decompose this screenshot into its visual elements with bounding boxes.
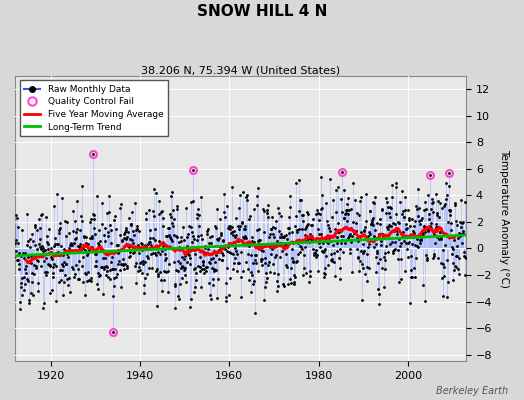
Title: 38.206 N, 75.394 W (United States): 38.206 N, 75.394 W (United States) bbox=[141, 65, 340, 75]
Text: Berkeley Earth: Berkeley Earth bbox=[436, 386, 508, 396]
Text: SNOW HILL 4 N: SNOW HILL 4 N bbox=[197, 4, 327, 19]
Legend: Raw Monthly Data, Quality Control Fail, Five Year Moving Average, Long-Term Tren: Raw Monthly Data, Quality Control Fail, … bbox=[19, 80, 168, 136]
Y-axis label: Temperature Anomaly (°C): Temperature Anomaly (°C) bbox=[499, 149, 509, 288]
